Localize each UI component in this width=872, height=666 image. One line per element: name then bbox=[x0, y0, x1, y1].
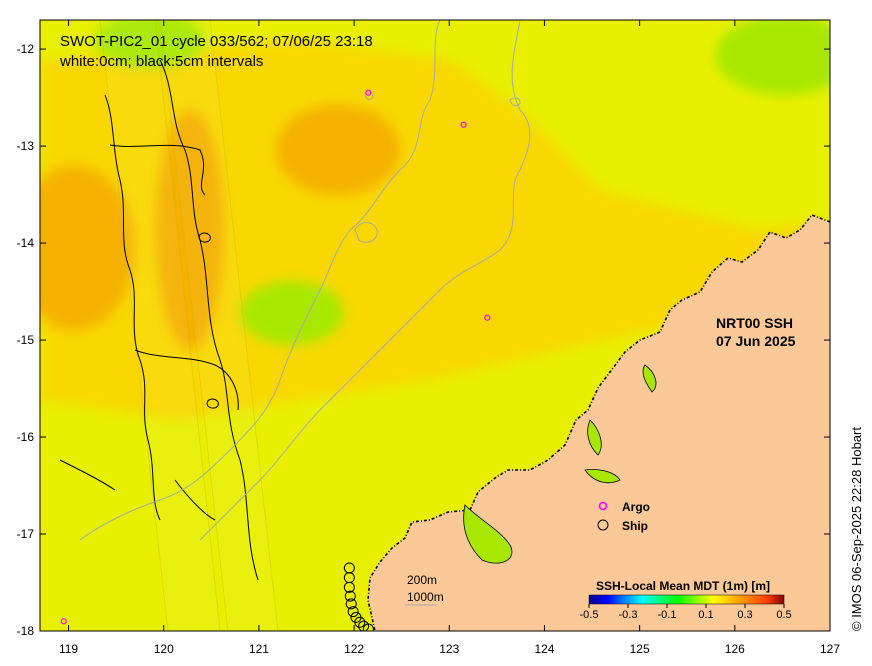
colorbar-tick-label: 0.5 bbox=[776, 609, 791, 621]
colorbar-tick-label: -0.3 bbox=[619, 609, 638, 621]
argo-float-marker bbox=[60, 618, 67, 625]
warm-eddy-north bbox=[276, 105, 400, 195]
colorbar-gradient bbox=[588, 594, 785, 605]
x-tick-label: 126 bbox=[725, 642, 745, 656]
x-axis: 119 120 121 122 123 124 125 126 127 bbox=[59, 20, 840, 656]
x-tick-label: 119 bbox=[59, 642, 78, 656]
colorbar-ticks: -0.5 -0.3 -0.1 0.1 0.3 0.5 bbox=[580, 604, 792, 621]
depth-scale: 200m 1000m bbox=[405, 573, 444, 606]
argo-float-marker bbox=[460, 121, 467, 128]
bathymetry-contours bbox=[79, 20, 531, 541]
product-date: 07 Jun 2025 bbox=[716, 333, 796, 349]
depth-1000m-label: 1000m bbox=[407, 590, 444, 604]
argo-float-marker bbox=[365, 89, 372, 96]
map-plot-area bbox=[40, 20, 830, 631]
cool-patch-northwest bbox=[95, 20, 205, 68]
ship-track bbox=[343, 562, 374, 631]
ssh-mid-band bbox=[40, 40, 830, 420]
x-tick-label: 125 bbox=[630, 642, 650, 656]
colorbar: SSH-Local Mean MDT (1m) [m] -0.5 -0.3 -0.1… bbox=[580, 579, 792, 621]
ship-legend-label: Ship bbox=[622, 519, 648, 533]
y-tick-label: -17 bbox=[17, 527, 35, 541]
ship-position-marker bbox=[347, 606, 359, 618]
y-tick-label: -13 bbox=[17, 139, 35, 153]
map-title-line1: SWOT-PIC2_01 cycle 033/562; 07/06/25 23:… bbox=[60, 33, 373, 50]
estuary-collier-bay bbox=[584, 469, 621, 484]
product-name: NRT00 SSH bbox=[716, 315, 793, 331]
x-tick-label: 127 bbox=[820, 642, 840, 656]
y-tick-label: -15 bbox=[17, 333, 35, 347]
colorbar-tick-label: 0.3 bbox=[737, 609, 752, 621]
colorbar-tick-label: 0.1 bbox=[698, 609, 713, 621]
y-tick-label: -14 bbox=[17, 236, 35, 250]
imos-credit: © IMOS 06-Sep-2025 22:28 Hobart bbox=[849, 427, 864, 631]
x-tick-label: 120 bbox=[154, 642, 174, 656]
x-tick-label: 121 bbox=[249, 642, 269, 656]
ship-position-marker bbox=[362, 623, 374, 631]
warm-eddy-west bbox=[40, 166, 135, 330]
ship-position-marker bbox=[354, 616, 366, 628]
estuary-inlet bbox=[587, 419, 602, 456]
colorbar-tick-label: -0.5 bbox=[580, 609, 599, 621]
coastline bbox=[367, 214, 830, 631]
estuary-king-sound bbox=[463, 504, 513, 564]
x-tick-label: 123 bbox=[439, 642, 459, 656]
x-tick-label: 124 bbox=[534, 642, 554, 656]
argo-floats bbox=[60, 89, 491, 625]
y-tick-label: -16 bbox=[17, 430, 35, 444]
argo-legend-icon bbox=[598, 501, 608, 511]
ship-legend-icon bbox=[597, 519, 609, 531]
ship-position-marker bbox=[343, 581, 355, 593]
colorbar-tick-label: -0.1 bbox=[658, 609, 677, 621]
depth-200m-label: 200m bbox=[407, 573, 437, 587]
y-tick-label: -12 bbox=[17, 42, 35, 56]
estuary-prince-regent bbox=[642, 364, 657, 393]
argo-legend-label: Argo bbox=[622, 500, 650, 514]
contour-lines-5cm bbox=[59, 59, 259, 581]
plot-frame bbox=[39, 19, 831, 632]
ship-position-marker bbox=[358, 620, 370, 631]
y-axis: -12 -13 -14 -15 -16 -17 -18 bbox=[17, 42, 830, 638]
marker-legend: Argo Ship bbox=[597, 500, 650, 533]
ship-position-marker bbox=[345, 598, 357, 610]
ship-position-marker bbox=[344, 590, 356, 602]
map-title-line2: white:0cm; black:5cm intervals bbox=[59, 53, 263, 70]
cool-eddy-center bbox=[240, 281, 344, 345]
argo-float-marker bbox=[484, 314, 491, 321]
colorbar-title: SSH-Local Mean MDT (1m) [m] bbox=[596, 579, 770, 593]
cool-patch-northeast bbox=[715, 20, 830, 95]
x-tick-label: 122 bbox=[344, 642, 364, 656]
y-tick-label: -18 bbox=[17, 624, 35, 638]
